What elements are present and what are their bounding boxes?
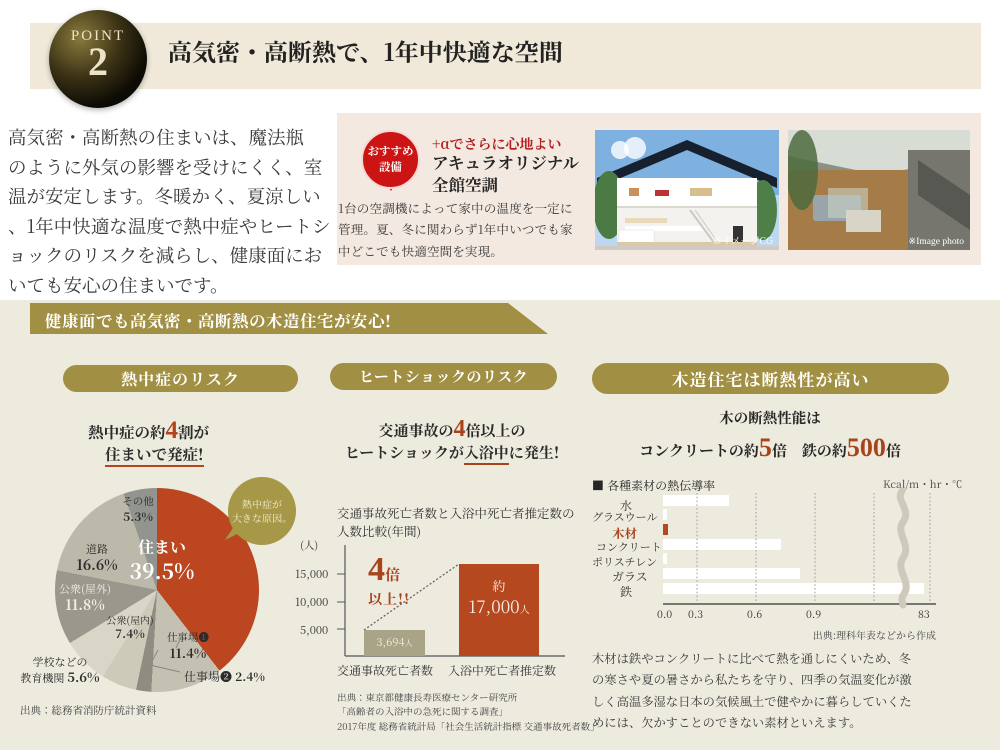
svg-text:※イメージCG: ※イメージCG (712, 233, 773, 247)
svg-text:※Image photo: ※Image photo (908, 237, 964, 247)
